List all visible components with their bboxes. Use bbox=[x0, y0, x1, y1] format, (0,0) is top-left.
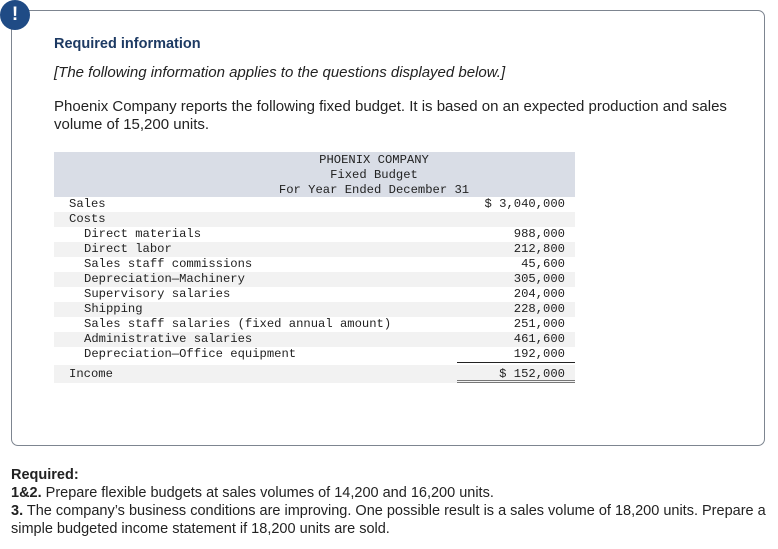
row-label: Shipping bbox=[84, 302, 143, 316]
row-value: 228,000 bbox=[513, 302, 565, 316]
row-label: Depreciation—Machinery bbox=[84, 272, 245, 286]
row-label: Costs bbox=[69, 212, 106, 226]
row-label: Depreciation—Office equipment bbox=[84, 347, 297, 361]
item-text: Prepare flexible budgets at sales volume… bbox=[41, 485, 494, 501]
row-value: 45,600 bbox=[521, 257, 565, 271]
row-value: 204,000 bbox=[513, 287, 565, 301]
row-label: Administrative salaries bbox=[84, 332, 253, 346]
row-label: Direct labor bbox=[84, 242, 172, 256]
row-value: 212,800 bbox=[513, 242, 565, 256]
statement-name: Fixed Budget bbox=[330, 168, 418, 182]
row-value: $ 152,000 bbox=[457, 365, 575, 383]
table-row: Direct materials 988,000 bbox=[54, 227, 575, 242]
row-value: 192,000 bbox=[457, 347, 575, 363]
row-value: 461,600 bbox=[513, 332, 565, 346]
table-row: Direct labor 212,800 bbox=[54, 242, 575, 257]
table-row-sales: Sales $ 3,040,000 bbox=[54, 197, 575, 212]
table-row: Depreciation—Office equipment 192,000 bbox=[54, 347, 575, 363]
table-row-income: Income $ 152,000 bbox=[54, 365, 575, 383]
row-label: Sales staff commissions bbox=[84, 257, 253, 271]
row-label: Direct materials bbox=[84, 227, 202, 241]
table-row: Shipping 228,000 bbox=[54, 302, 575, 317]
intro-paragraph: Phoenix Company reports the following fi… bbox=[54, 98, 727, 133]
row-value: 305,000 bbox=[513, 272, 565, 286]
table-row-costs: Costs bbox=[54, 212, 575, 227]
row-label: Income bbox=[69, 367, 113, 381]
row-value: $ 3,040,000 bbox=[484, 197, 565, 211]
row-value: 988,000 bbox=[513, 227, 565, 241]
company-name: PHOENIX COMPANY bbox=[319, 153, 429, 167]
statement-period: For Year Ended December 31 bbox=[278, 183, 470, 197]
item-text: The company’s business conditions are im… bbox=[11, 503, 766, 537]
required-item-3: 3. The company’s business conditions are… bbox=[11, 502, 771, 538]
row-label: Sales staff salaries (fixed annual amoun… bbox=[84, 317, 392, 331]
fixed-budget-table: PHOENIX COMPANY Fixed Budget For Year En… bbox=[54, 152, 575, 383]
table-row: Sales staff commissions 45,600 bbox=[54, 257, 575, 272]
alert-icon: ! bbox=[0, 0, 30, 30]
table-row: Depreciation—Machinery 305,000 bbox=[54, 272, 575, 287]
item-number: 3. bbox=[11, 503, 24, 519]
table-row: Sales staff salaries (fixed annual amoun… bbox=[54, 317, 575, 332]
row-label: Sales bbox=[69, 197, 106, 211]
required-section: Required: 1&2. Prepare flexible budgets … bbox=[11, 466, 771, 538]
table-row: Supervisory salaries 204,000 bbox=[54, 287, 575, 302]
row-value: 251,000 bbox=[513, 317, 565, 331]
required-information-title: Required information bbox=[54, 36, 201, 52]
row-label: Supervisory salaries bbox=[84, 287, 231, 301]
table-row: Administrative salaries 461,600 bbox=[54, 332, 575, 347]
info-note: [The following information applies to th… bbox=[54, 64, 506, 81]
required-heading: Required: bbox=[11, 467, 79, 483]
item-number: 1&2. bbox=[11, 485, 42, 501]
required-item-1-2: 1&2. Prepare flexible budgets at sales v… bbox=[11, 484, 771, 502]
table-header: PHOENIX COMPANY Fixed Budget For Year En… bbox=[54, 152, 575, 197]
